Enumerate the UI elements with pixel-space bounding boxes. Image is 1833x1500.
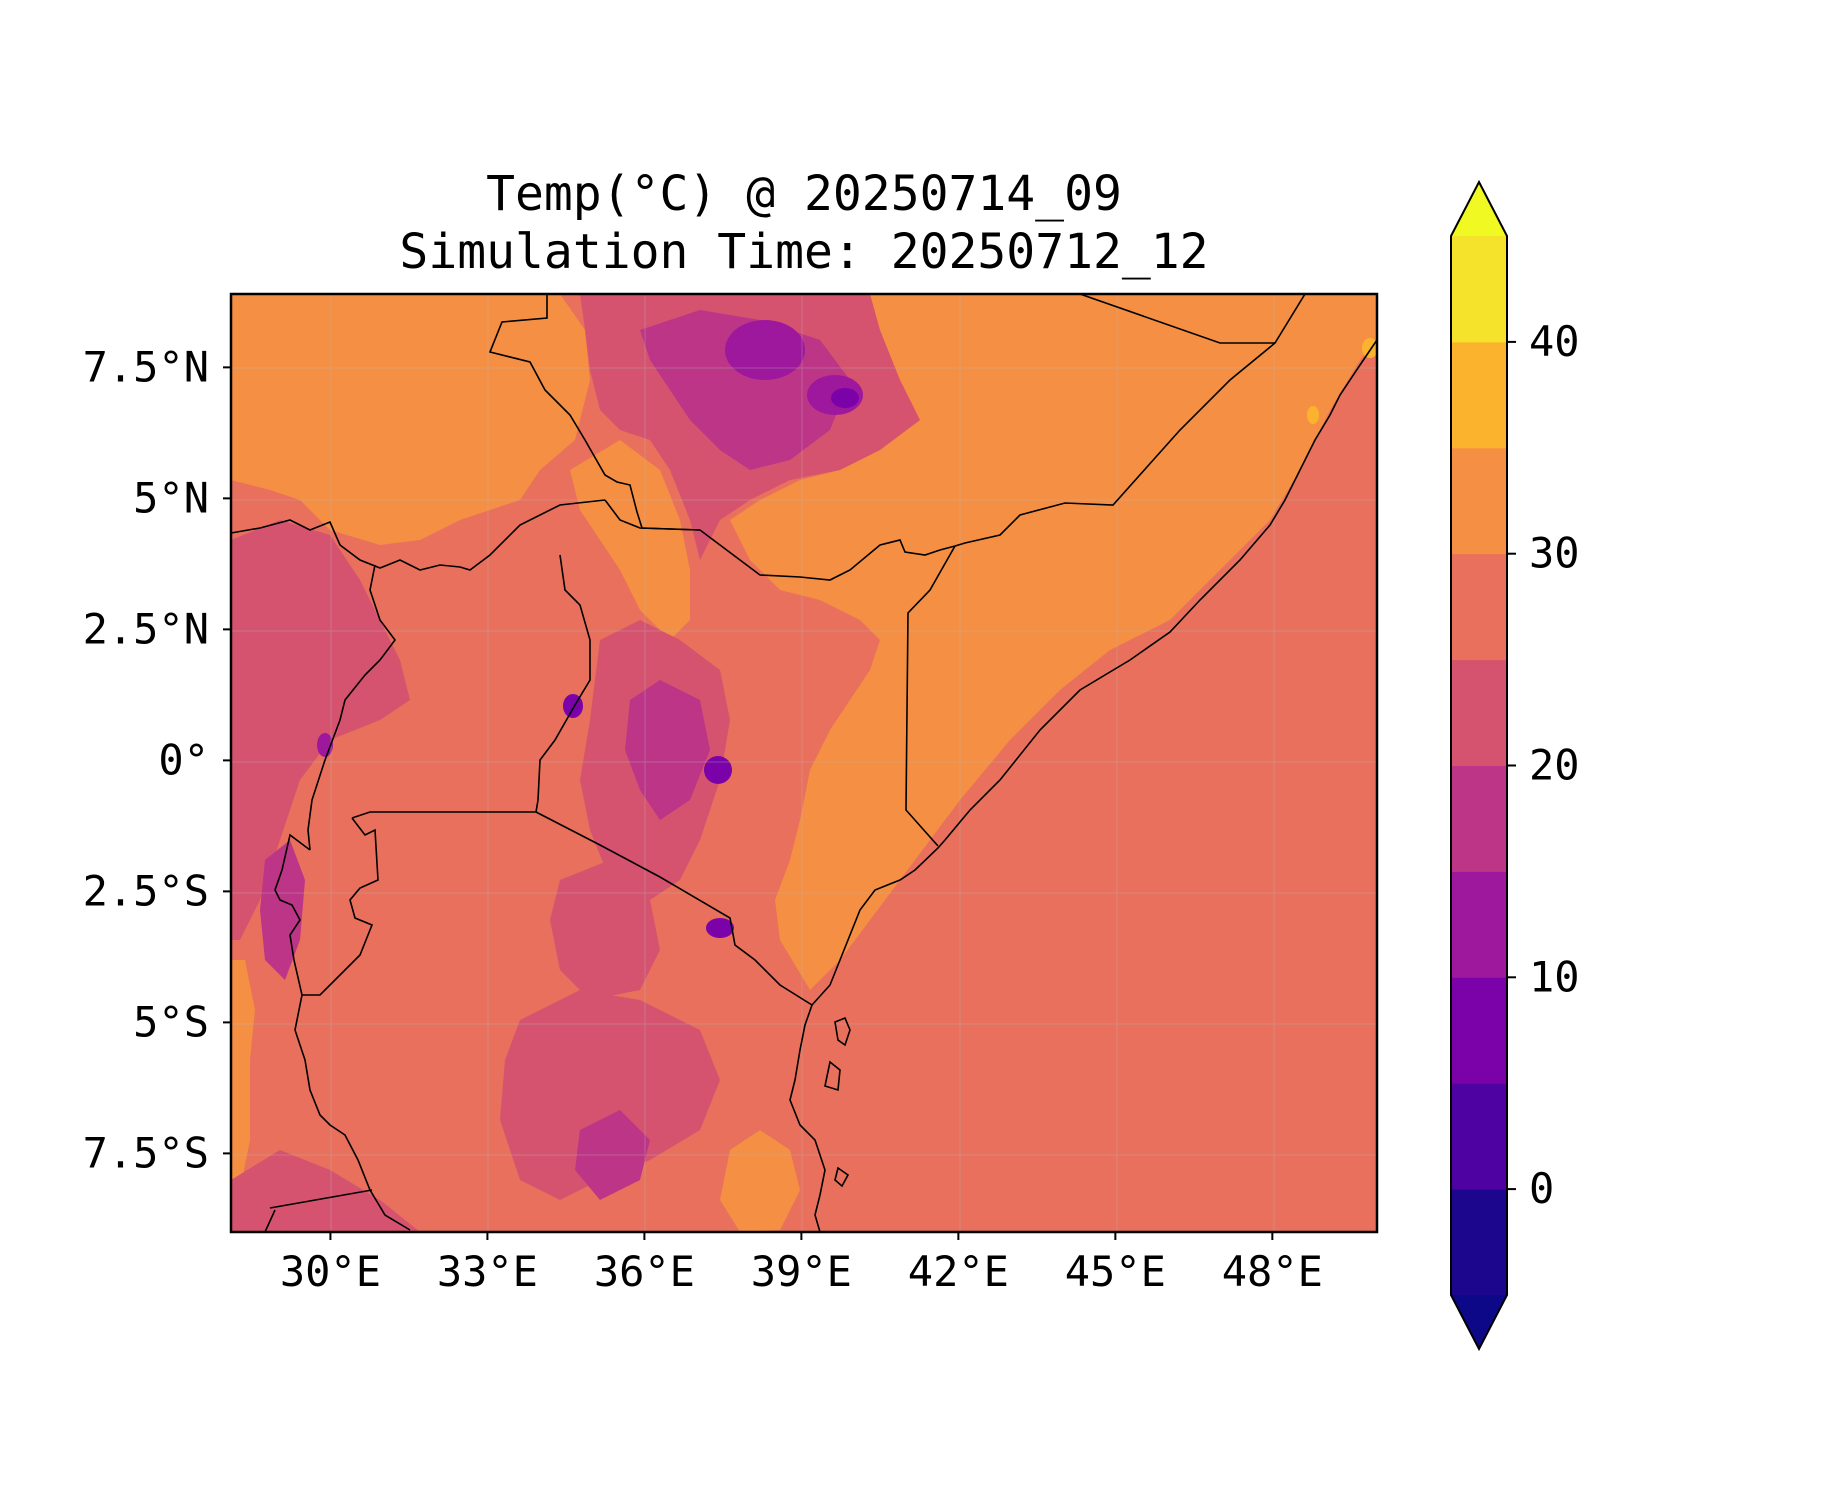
x-tick-label: 48°E (1222, 1247, 1323, 1296)
map-plot-area (231, 294, 1377, 1232)
y-tick-label: 2.5°S (83, 866, 209, 915)
colorbar-segment (1451, 977, 1507, 1084)
x-axis: 30°E 33°E 36°E 39°E 42°E 45°E 48°E (280, 1232, 1323, 1296)
x-tick-label: 36°E (594, 1247, 695, 1296)
border-south-sudan-drc (231, 499, 606, 571)
colorbar-segment (1451, 341, 1507, 449)
border-rwanda-burundi (302, 817, 379, 996)
x-tick-label: 45°E (1065, 1247, 1166, 1296)
border-uganda-drc (307, 564, 396, 851)
colorbar-tick-label: 30 (1529, 529, 1580, 578)
map-title-line-1: Temp(°C) @ 20250714_09 (486, 166, 1122, 222)
colder-region-rwenzori (260, 840, 305, 980)
border-tanzania-drc-lake (294, 994, 411, 1231)
cool-region-tanzania-south (500, 990, 720, 1200)
border-kenya-ethiopia (604, 499, 701, 531)
coastline-east-africa (789, 339, 1377, 1232)
warm-region-turkana (570, 440, 690, 640)
y-tick-label: 7.5°N (83, 342, 209, 391)
border-ethiopia-somalia-north (1079, 294, 1275, 344)
border-zambia (269, 1189, 373, 1209)
x-tick-label: 30°E (280, 1247, 381, 1296)
y-tick-label: 5°S (133, 997, 209, 1046)
y-axis: 7.5°N 5°N 2.5°N 0° 2.5°S 5°S 7.5°S (83, 342, 231, 1177)
y-tick-label: 7.5°S (83, 1128, 209, 1177)
cool-region-tanzania-central (550, 860, 660, 1000)
colorbar-tick-label: 10 (1529, 952, 1580, 1001)
border-kenya-tanzania (535, 811, 813, 1006)
colorbar-segment (1451, 447, 1507, 555)
cool-region-uganda-west (231, 520, 410, 940)
cold-peak-simien (725, 320, 805, 380)
colder-region-kenya (625, 680, 710, 820)
colorbar-segment (1451, 553, 1507, 661)
colorbar-outline (1450, 179, 1508, 1352)
warm-region-somalia (730, 294, 1377, 990)
map-frame (229, 292, 1379, 1234)
border-kenya-somalia (905, 545, 956, 847)
colorbar-segment (1451, 236, 1507, 343)
colorbar: 0 10 20 30 40 (1450, 179, 1580, 1352)
x-tick-label: 39°E (751, 1247, 852, 1296)
map-title-line-2: Simulation Time: 20250712_12 (399, 224, 1208, 280)
warm-region-tanganyika (231, 960, 255, 1190)
cool-region-sw-strip (231, 1150, 420, 1232)
border-zambia-2 (264, 1209, 276, 1232)
y-tick-label: 5°N (133, 473, 209, 522)
colorbar-tick-label: 20 (1529, 741, 1580, 790)
border-rwanda-drc (274, 833, 311, 996)
y-tick-label: 0° (158, 735, 209, 784)
colder-region-tanzania (575, 1110, 650, 1200)
colorbar-segment (1451, 659, 1507, 766)
colorbar-over-triangle (1451, 182, 1507, 236)
warm-region-south-patch (720, 1130, 800, 1232)
cold-peak-mt-kenya (704, 756, 732, 784)
colorbar-segment (1451, 765, 1507, 872)
island-mafia (824, 1060, 841, 1092)
colorbar-segment (1451, 871, 1507, 978)
map-gridlines (231, 294, 1377, 1232)
border-uganda-kenya (535, 554, 591, 813)
island-zanzibar (834, 1016, 851, 1047)
colorbar-tick-label: 0 (1529, 1164, 1554, 1213)
colorbar-segment (1451, 1189, 1507, 1296)
hot-spot-somali-coast-1 (1362, 338, 1377, 358)
border-sudan-ethiopia (488, 294, 1306, 581)
colorbar-tick-label: 40 (1529, 317, 1580, 366)
colorbar-segment (1451, 1083, 1507, 1190)
border-uganda-tanzania (351, 811, 536, 819)
country-borders (231, 294, 1377, 1232)
y-tick-label: 2.5°N (83, 604, 209, 653)
island-pemba (834, 1166, 850, 1188)
cold-peak-ethiopia-2 (831, 388, 859, 408)
x-tick-label: 33°E (437, 1247, 538, 1296)
hot-spot-somali-coast-2 (1307, 406, 1319, 424)
colorbar-under-triangle (1451, 1295, 1507, 1349)
x-tick-label: 42°E (908, 1247, 1009, 1296)
cold-peak-kilimanjaro (706, 918, 734, 938)
warm-region-sudan (231, 294, 590, 545)
